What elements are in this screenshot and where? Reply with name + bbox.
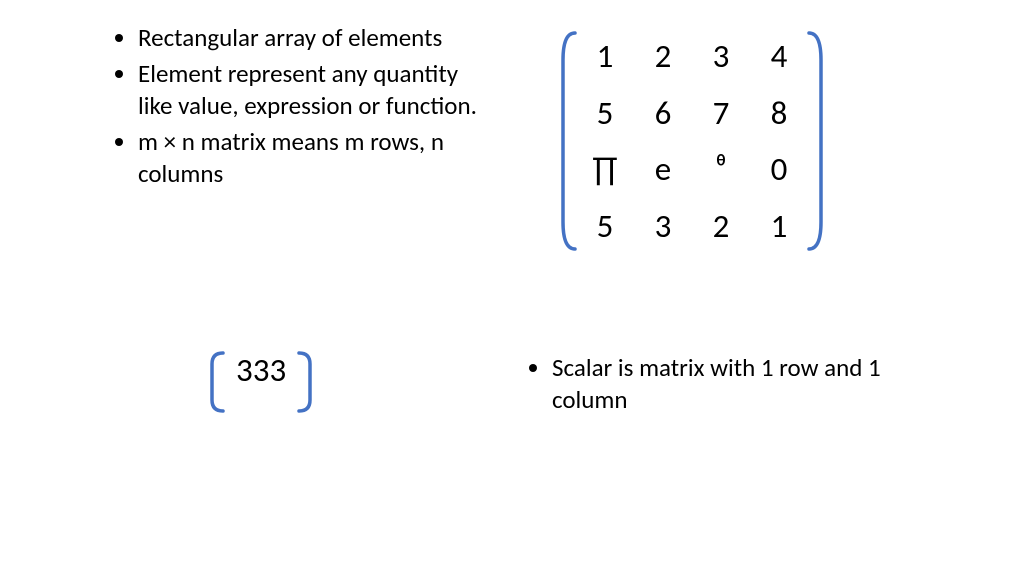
bullet-item: Element represent any quantity like valu… — [138, 58, 490, 122]
matrix-cell: 6 — [644, 93, 682, 133]
matrix-row: 5 3 2 1 — [586, 206, 798, 246]
right-bracket — [296, 350, 314, 414]
matrix-cell: 0 — [760, 149, 798, 189]
matrix-cell: 2 — [644, 36, 682, 76]
matrix-cell: 5 — [586, 93, 624, 133]
matrix-cell: 3 — [702, 36, 740, 76]
matrix-4x4: 1 2 3 4 5 6 7 8 ∏ e ᶿ 0 5 3 2 1 — [560, 30, 824, 252]
matrix-cell: 1 — [760, 206, 798, 246]
matrix-cell: ∏ — [586, 149, 624, 189]
bullet-item: m × n matrix means m rows, n columns — [138, 126, 490, 190]
matrix-row: ∏ e ᶿ 0 — [586, 149, 798, 189]
bullet-item: Scalar is matrix with 1 row and 1 column — [552, 352, 944, 416]
matrix-cell: 4 — [760, 36, 798, 76]
matrix-cell: ᶿ — [702, 149, 740, 189]
bullet-list-top: Rectangular array of elements Element re… — [110, 22, 490, 194]
bullet-item: Rectangular array of elements — [138, 22, 490, 54]
left-bracket — [560, 30, 578, 252]
matrix-cell: 333 — [236, 350, 286, 390]
scalar-matrix: 333 — [208, 350, 314, 414]
matrix-body: 333 — [226, 350, 296, 412]
matrix-cell: 7 — [702, 93, 740, 133]
matrix-cell: 3 — [644, 206, 682, 246]
right-bracket — [806, 30, 824, 252]
bullet-list-bottom: Scalar is matrix with 1 row and 1 column — [524, 352, 944, 420]
slide: Rectangular array of elements Element re… — [0, 0, 1024, 576]
matrix-row: 5 6 7 8 — [586, 93, 798, 133]
matrix-cell: 2 — [702, 206, 740, 246]
matrix-body: 1 2 3 4 5 6 7 8 ∏ e ᶿ 0 5 3 2 1 — [578, 30, 806, 252]
matrix-row: 1 2 3 4 — [586, 36, 798, 76]
matrix-cell: 8 — [760, 93, 798, 133]
matrix-cell: e — [644, 149, 682, 189]
matrix-cell: 1 — [586, 36, 624, 76]
matrix-cell: 5 — [586, 206, 624, 246]
left-bracket — [208, 350, 226, 414]
